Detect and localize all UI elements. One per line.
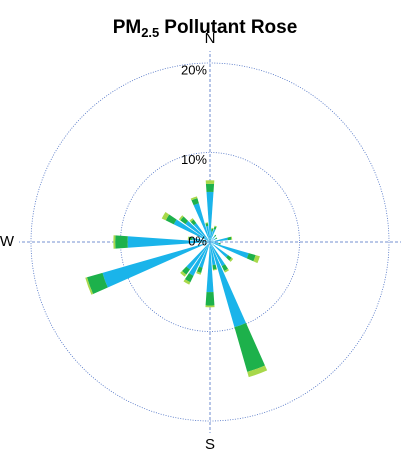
r-tick-label: 10%	[181, 152, 207, 167]
petal-segment	[212, 268, 217, 271]
petal-segment	[247, 365, 268, 378]
petal-segment	[210, 231, 213, 242]
petal-segment	[210, 242, 229, 258]
petal-segment	[206, 225, 210, 242]
petal-segment	[188, 236, 193, 241]
r-tick-label: 20%	[181, 62, 207, 77]
direction-label: S	[205, 436, 215, 450]
petal-segment	[210, 242, 247, 328]
r-tick-label: 0%	[188, 233, 207, 248]
petals	[85, 180, 268, 378]
petal-segment	[206, 191, 214, 242]
petal-segment	[211, 228, 214, 232]
petal-segment	[102, 242, 210, 288]
petal-segment	[234, 322, 265, 372]
direction-label: N	[205, 30, 216, 47]
petal-segment	[226, 255, 232, 261]
petal-segment	[246, 253, 256, 262]
chart-title: PM2.5 Pollutant Rose	[113, 17, 298, 40]
petal-segment	[210, 242, 249, 259]
petal-segment	[85, 277, 94, 295]
petal-segment	[218, 242, 221, 245]
title-rest: Pollutant Rose	[164, 17, 297, 38]
petal-segment	[214, 234, 217, 237]
petal-segment	[186, 242, 210, 270]
petal-segment	[205, 183, 215, 193]
petal-segment	[224, 268, 230, 273]
petal-segment	[190, 196, 198, 201]
direction-label: E	[408, 233, 409, 250]
petal-segment	[178, 215, 184, 221]
petal-segment	[214, 225, 217, 228]
petal-segment	[173, 219, 210, 242]
petal-segment	[205, 305, 215, 308]
petal-segment	[196, 266, 203, 273]
petal-segment	[192, 237, 210, 242]
petal-segment	[210, 238, 216, 242]
petal-segment	[215, 237, 218, 240]
petal-segment	[180, 270, 187, 277]
petal-segment	[189, 218, 194, 223]
petal-segment	[210, 242, 219, 245]
petal-segment	[253, 255, 260, 264]
petal-segment	[196, 271, 202, 275]
petal-segment	[230, 236, 233, 240]
petal-segment	[210, 229, 216, 242]
petal-segment	[210, 242, 216, 266]
petal-segment	[205, 291, 215, 306]
petal-segment	[187, 236, 190, 240]
petal-segment	[210, 242, 226, 267]
petal-segment	[86, 272, 108, 295]
petal-segment	[182, 266, 191, 275]
petal-segment	[188, 242, 210, 276]
petal-segment	[191, 198, 199, 206]
petal-segment	[184, 273, 194, 283]
petal-segment	[205, 180, 215, 184]
petal-segment	[165, 214, 177, 225]
petal-segment	[199, 242, 210, 268]
direction-label: W	[0, 233, 15, 250]
petal-segment	[206, 242, 214, 293]
petal-segment	[161, 211, 170, 221]
grid-ring	[30, 62, 390, 422]
title-main: PM	[113, 17, 142, 38]
petal-segment	[113, 235, 116, 249]
petal-segment	[205, 222, 209, 224]
petal-segment	[190, 219, 197, 226]
petal-segment	[210, 237, 228, 242]
petal-segment	[193, 203, 210, 242]
petal-segment	[213, 226, 217, 230]
petal-segment	[193, 223, 210, 242]
petal-segment	[211, 227, 214, 229]
petal-segment	[221, 264, 229, 271]
petal-segment	[127, 236, 210, 248]
title-subscript: 2.5	[141, 25, 159, 40]
petal-segment	[115, 235, 128, 249]
petal-segment	[205, 223, 209, 227]
petal-segment	[227, 236, 232, 241]
petal-segment	[183, 279, 191, 285]
petal-segment	[185, 220, 210, 242]
petal-segment	[210, 236, 215, 242]
petal-segment	[212, 264, 217, 270]
petal-segment	[229, 257, 234, 262]
labels: 0% 10% 20% N E S W	[0, 30, 409, 450]
petal-segment	[180, 216, 189, 225]
